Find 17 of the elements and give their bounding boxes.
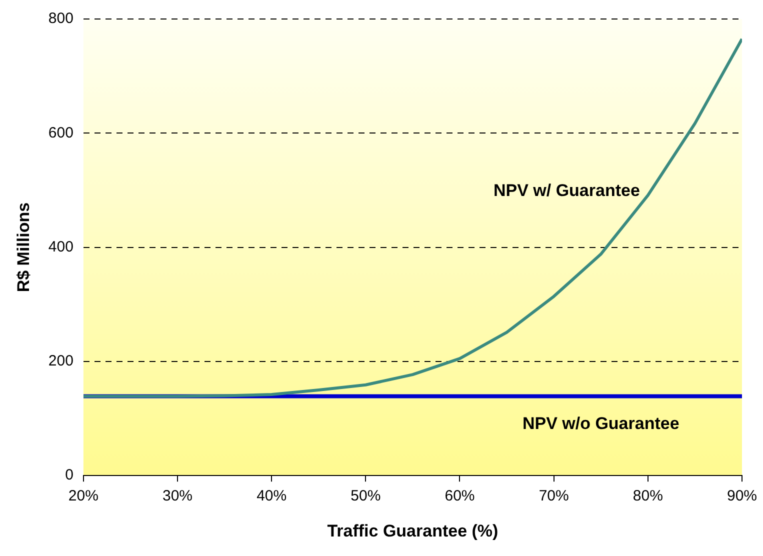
y-tick-label: 200 <box>48 352 74 370</box>
x-tick-label: 50% <box>350 488 381 505</box>
y-tick-label: 600 <box>48 124 74 142</box>
x-tick-label: 60% <box>444 488 475 505</box>
x-tick-label: 30% <box>162 488 193 505</box>
x-tick-label: 80% <box>632 488 663 505</box>
x-tick-label: 20% <box>68 488 98 505</box>
y-tick-label: 0 <box>65 466 74 484</box>
x-axis-title: Traffic Guarantee (%) <box>327 521 498 540</box>
y-axis-title: R$ Millions <box>14 202 33 292</box>
series-label: NPV w/o Guarantee <box>522 414 680 433</box>
x-tick-label: 40% <box>256 488 287 505</box>
y-tick-label: 800 <box>48 10 74 28</box>
y-tick-label: 400 <box>48 238 74 256</box>
series-label: NPV w/ Guarantee <box>493 181 640 200</box>
x-tick-label: 90% <box>726 488 758 505</box>
x-tick-label: 70% <box>538 488 569 505</box>
